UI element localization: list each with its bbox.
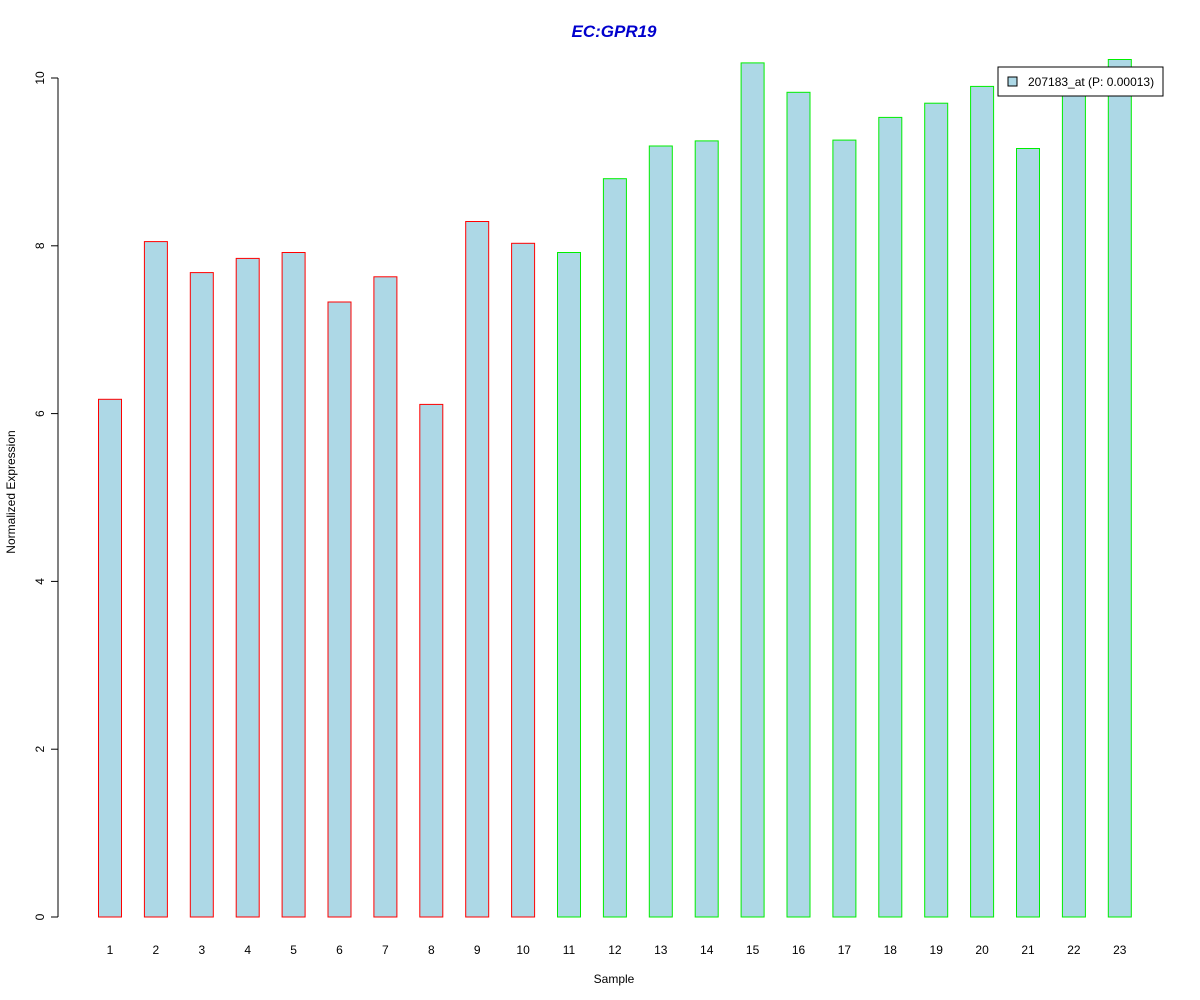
x-tick-label: 15 [746,943,760,957]
bar-sample-10 [511,242,536,918]
bars [98,59,1132,918]
x-tick-label: 13 [654,943,668,957]
x-tick-label: 9 [474,943,481,957]
y-tick-label: 2 [33,746,47,753]
legend-box [997,66,1164,97]
bar-sample-5 [281,252,306,918]
y-tick-label: 8 [33,242,47,249]
y-tick-label: 4 [33,578,47,585]
y-tick-label: 0 [33,913,47,920]
bar-sample-12 [602,178,627,918]
x-tick-label: 1 [107,943,114,957]
x-axis-ticks: 1 2 3 4 5 6 7 8 9 10 11 12 13 14 15 16 17 18 19 20 21 22 23 [107,943,1127,957]
x-tick-label: 17 [838,943,852,957]
bar-sample-22 [1061,90,1086,918]
bar-sample-8 [419,403,444,918]
y-tick-label: 10 [33,71,47,85]
bar-sample-21 [1016,148,1040,918]
x-tick-label: 19 [930,943,944,957]
x-tick-label: 10 [516,943,530,957]
y-axis: 0 2 4 6 8 10 [33,71,59,920]
x-tick-label: 16 [792,943,806,957]
x-tick-label: 23 [1113,943,1127,957]
bar-sample-16 [786,91,811,918]
x-tick-label: 6 [336,943,343,957]
x-tick-label: 5 [290,943,297,957]
y-axis-title: Normalized Expression [4,430,18,553]
legend: 207183_at (P: 0.00013) [997,66,1164,97]
bar-sample-14 [694,140,719,918]
x-tick-label: 22 [1067,943,1081,957]
bar-sample-3 [189,272,214,918]
x-tick-label: 12 [608,943,622,957]
x-tick-label: 21 [1021,943,1035,957]
bar-sample-17 [832,139,857,918]
bar-sample-9 [465,221,490,918]
legend-label: 207183_at (P: 0.00013) [1028,75,1154,89]
bar-sample-18 [878,116,903,918]
bar-sample-13 [648,145,673,918]
y-tick-label: 6 [33,410,47,417]
bar-sample-11 [557,252,581,918]
x-tick-label: 4 [244,943,251,957]
bar-sample-1 [98,398,122,918]
bar-sample-15 [740,62,765,918]
x-tick-label: 2 [153,943,160,957]
bar-sample-6 [327,301,352,918]
bar-sample-4 [235,257,260,918]
bar-sample-23 [1107,59,1132,918]
x-tick-label: 18 [884,943,898,957]
bar-sample-2 [143,241,168,918]
x-tick-label: 8 [428,943,435,957]
legend-swatch [1007,76,1018,87]
bar-sample-19 [924,102,949,918]
x-tick-label: 7 [382,943,389,957]
x-axis-title: Sample [594,972,635,986]
x-tick-label: 14 [700,943,714,957]
bar-sample-7 [373,276,398,918]
x-tick-label: 20 [975,943,989,957]
x-tick-label: 11 [563,943,576,957]
x-tick-label: 3 [198,943,205,957]
bar-sample-20 [970,85,995,918]
chart-title: EC:GPR19 [571,22,657,41]
